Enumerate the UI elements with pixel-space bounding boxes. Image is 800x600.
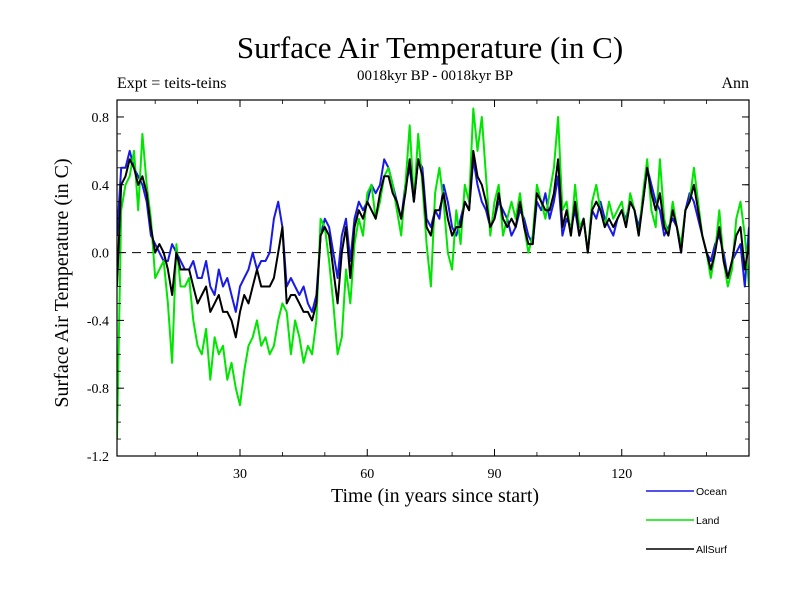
legend-label-land: Land: [696, 515, 720, 527]
legend: Ocean Land AllSurf: [646, 486, 727, 556]
y-tick-label: 0.0: [92, 247, 110, 262]
y-tick-label: -1.2: [87, 450, 109, 465]
y-tick-label: -0.8: [87, 382, 109, 397]
x-tick-label: 90: [488, 467, 502, 482]
y-tick-label: 0.8: [92, 111, 110, 126]
experiment-label: Expt = teits-teins: [117, 75, 226, 92]
plot-frame: [116, 99, 750, 457]
y-tick-label: -0.4: [87, 314, 109, 329]
y-tick-label: 0.4: [92, 179, 110, 194]
y-axis-label: Surface Air Temperature (in C): [51, 158, 73, 407]
x-tick-label: 60: [360, 467, 374, 482]
legend-label-ocean: Ocean: [696, 486, 727, 498]
legend-label-allsurf: AllSurf: [696, 544, 727, 556]
chart-subtitle: 0018kyr BP - 0018kyr BP: [357, 68, 513, 84]
season-label: Ann: [721, 75, 749, 92]
series-line-allsurf: [117, 149, 749, 339]
series-line-land: [117, 107, 749, 440]
x-axis-label: Time (in years since start): [331, 485, 539, 507]
x-tick-label: 30: [233, 467, 247, 482]
chart-title: Surface Air Temperature (in C): [237, 30, 623, 65]
x-tick-label: 120: [611, 467, 632, 482]
